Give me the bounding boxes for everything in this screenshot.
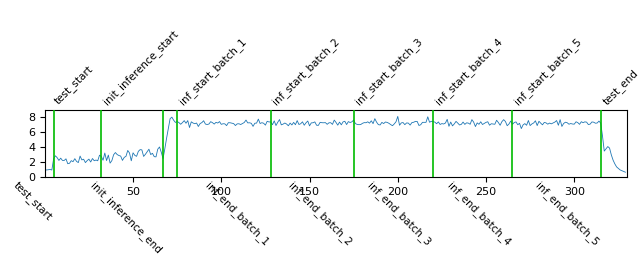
Text: inf_end_batch_1: inf_end_batch_1 (203, 180, 271, 248)
Text: test_start: test_start (11, 180, 54, 223)
Text: inf_end_batch_3: inf_end_batch_3 (365, 180, 433, 248)
Text: inf_end_batch_2: inf_end_batch_2 (286, 180, 354, 248)
Text: inf_start_batch_1: inf_start_batch_1 (177, 36, 248, 107)
Text: inf_end_batch_4: inf_end_batch_4 (445, 180, 513, 248)
Text: inf_end_batch_5: inf_end_batch_5 (533, 180, 601, 248)
Text: inf_start_batch_2: inf_start_batch_2 (271, 36, 342, 107)
Text: inf_start_batch_3: inf_start_batch_3 (354, 36, 425, 107)
Text: test_start: test_start (54, 64, 96, 107)
Text: test_end: test_end (601, 67, 640, 107)
Text: inf_start_batch_4: inf_start_batch_4 (433, 36, 504, 107)
Text: init_inference_start: init_inference_start (101, 28, 180, 107)
Text: inf_start_batch_5: inf_start_batch_5 (513, 36, 584, 107)
Text: init_inference_end: init_inference_end (88, 180, 163, 256)
